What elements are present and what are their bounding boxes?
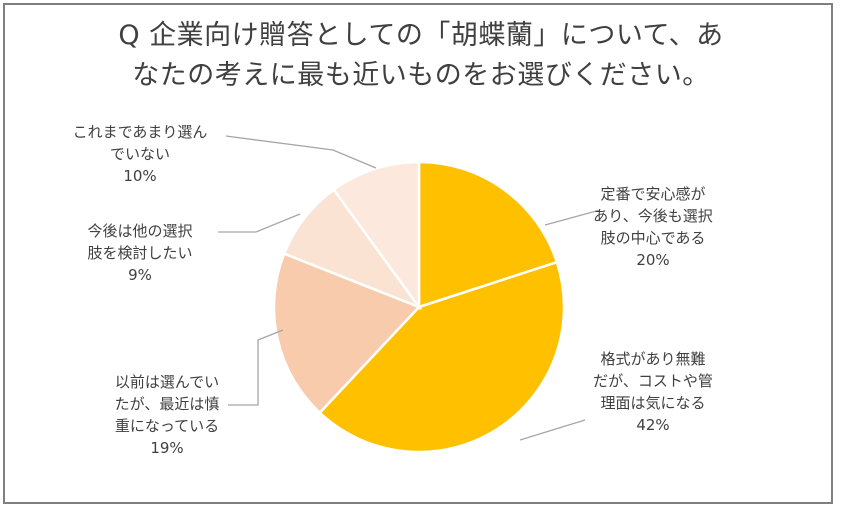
slice-1-label-line-2: だが、コストや管 [593,372,713,390]
slice-3-value-label: 9% [128,266,152,284]
slice-1-label-line-3: 理面は気になる [600,394,706,412]
slice-0-label-line-2: あり、今後も選択 [593,207,713,225]
leader-line-3 [218,213,301,233]
pie-slice-1 [317,260,566,454]
slice-label-4: これまであまり選ん でいない 10% [55,121,225,187]
slice-2-label-line-1: 以前は選んでい [114,373,220,391]
slice-label-0: 定番で安心感が あり、今後も選択 肢の中心である 20% [588,183,718,271]
chart-title-line-1: Q 企業向け贈答としての「胡蝶蘭」について、あ [118,20,724,51]
slice-3-label-line-1: 今後は他の選択 [87,222,193,240]
leader-line-1 [519,419,586,441]
slice-4-label-line-2: でいない [109,145,170,163]
slice-label-1: 格式があり無難 だが、コストや管 理面は気になる 42% [588,348,718,436]
slice-label-2: 以前は選んでい たが、最近は慎 重になっている 19% [102,371,232,459]
chart-title: Q 企業向け贈答としての「胡蝶蘭」について、あ なたの考えに最も近いものをお選び… [0,16,842,96]
pie-slice-0 [417,160,559,309]
slice-1-value-label: 42% [636,416,670,434]
slice-4-value-label: 10% [123,167,157,185]
pie-slice-3 [282,187,423,310]
slice-0-label-line-1: 定番で安心感が [600,185,706,203]
slice-2-value-label: 19% [150,439,184,457]
slice-1-label-line-1: 格式があり無難 [600,350,706,368]
slice-label-3: 今後は他の選択 肢を検討したい 9% [75,220,205,286]
slice-3-label-line-2: 肢を検討したい [87,244,193,262]
slice-0-label-line-3: 肢の中心である [600,229,706,247]
pie-slice-4 [332,160,421,311]
slice-0-value-label: 20% [636,251,670,269]
chart-title-line-2: なたの考えに最も近いものをお選びください。 [132,60,710,91]
leader-line-0 [544,209,601,226]
slice-2-label-line-2: たが、最近は慎 [114,395,220,413]
leader-line-4 [225,135,377,169]
leader-line-2 [228,329,284,406]
slice-2-label-line-3: 重になっている [114,417,220,435]
slice-4-label-line-1: これまであまり選ん [72,123,208,141]
